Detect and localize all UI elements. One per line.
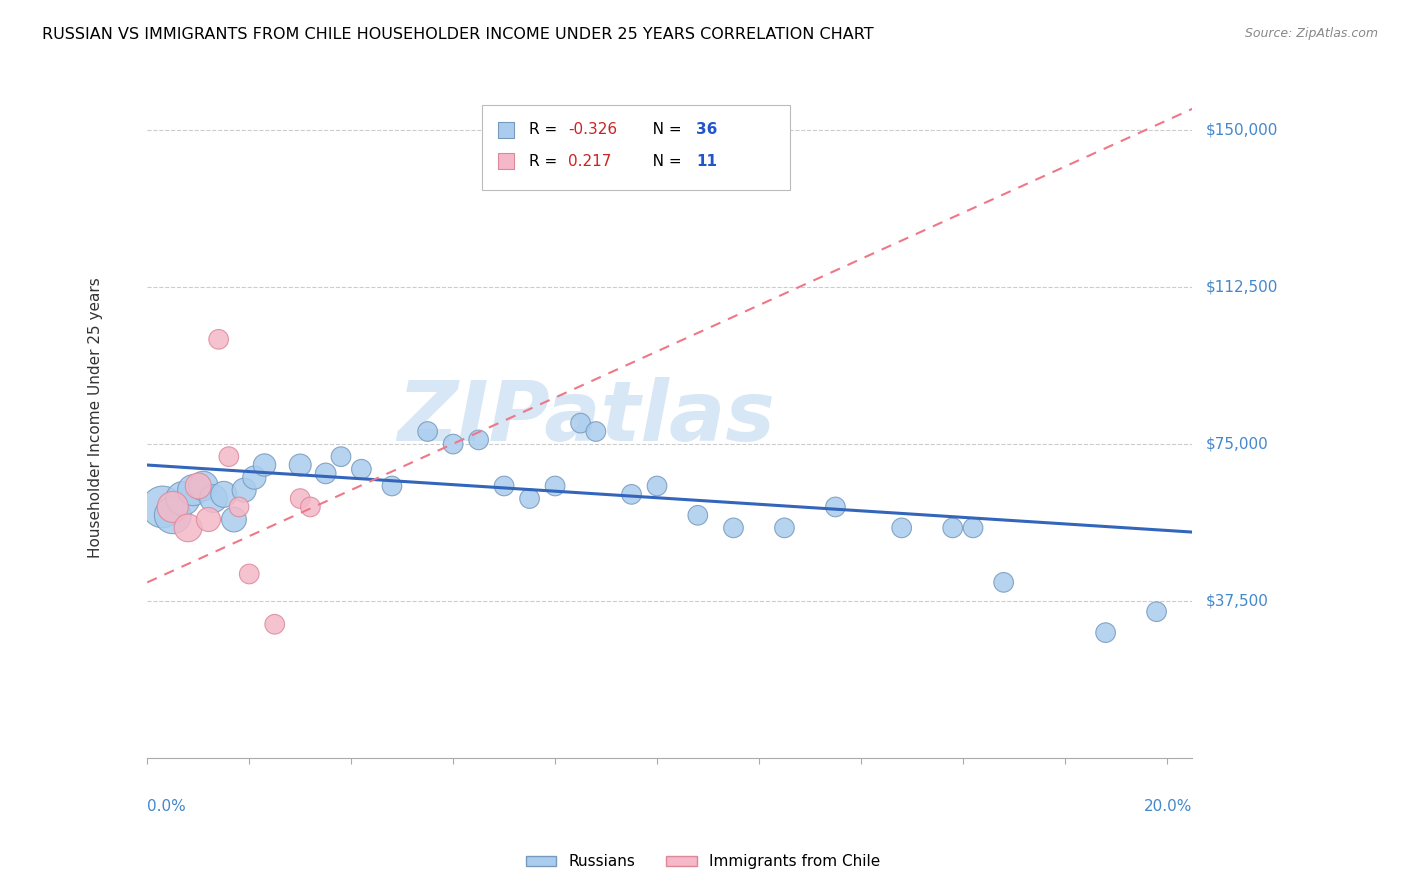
Point bbox=[544, 479, 567, 493]
Point bbox=[181, 483, 204, 498]
Point bbox=[519, 491, 541, 506]
Point bbox=[585, 425, 607, 439]
Text: N =: N = bbox=[638, 153, 688, 169]
Text: 11: 11 bbox=[696, 153, 717, 169]
Point bbox=[202, 491, 225, 506]
Point bbox=[441, 437, 464, 451]
Point bbox=[645, 479, 668, 493]
Point bbox=[1094, 625, 1116, 640]
FancyBboxPatch shape bbox=[482, 104, 790, 190]
Point bbox=[416, 425, 439, 439]
Text: 0.0%: 0.0% bbox=[148, 799, 186, 814]
Point bbox=[162, 508, 184, 523]
Text: RUSSIAN VS IMMIGRANTS FROM CHILE HOUSEHOLDER INCOME UNDER 25 YEARS CORRELATION C: RUSSIAN VS IMMIGRANTS FROM CHILE HOUSEHO… bbox=[42, 27, 873, 42]
Point bbox=[243, 470, 266, 484]
Point bbox=[962, 521, 984, 535]
Point bbox=[620, 487, 643, 501]
Point bbox=[172, 491, 194, 506]
Point bbox=[212, 487, 235, 501]
Text: N =: N = bbox=[638, 122, 688, 137]
Point bbox=[197, 512, 219, 526]
Point bbox=[494, 479, 516, 493]
Point bbox=[152, 500, 174, 514]
Point bbox=[238, 566, 260, 581]
Text: -0.326: -0.326 bbox=[568, 122, 617, 137]
Text: $37,500: $37,500 bbox=[1206, 594, 1270, 608]
Text: R =: R = bbox=[529, 122, 562, 137]
Text: $112,500: $112,500 bbox=[1206, 279, 1278, 294]
Point bbox=[381, 479, 404, 493]
Point bbox=[162, 500, 184, 514]
Point bbox=[569, 416, 592, 430]
Point bbox=[942, 521, 965, 535]
Text: 0.217: 0.217 bbox=[568, 153, 612, 169]
Point bbox=[177, 521, 200, 535]
Text: Householder Income Under 25 years: Householder Income Under 25 years bbox=[87, 277, 103, 558]
Text: ZIPatlas: ZIPatlas bbox=[398, 377, 775, 458]
Point bbox=[263, 617, 285, 632]
Text: R =: R = bbox=[529, 153, 567, 169]
Point bbox=[824, 500, 846, 514]
Point bbox=[187, 479, 209, 493]
Point bbox=[290, 491, 312, 506]
Point bbox=[890, 521, 912, 535]
Text: Source: ZipAtlas.com: Source: ZipAtlas.com bbox=[1244, 27, 1378, 40]
Point bbox=[993, 575, 1015, 590]
Point bbox=[467, 433, 489, 447]
Point bbox=[228, 500, 250, 514]
Point bbox=[330, 450, 353, 464]
Point bbox=[315, 467, 337, 481]
Text: 36: 36 bbox=[696, 122, 717, 137]
Point bbox=[299, 500, 322, 514]
Point bbox=[193, 479, 215, 493]
Point bbox=[686, 508, 709, 523]
Legend: Russians, Immigrants from Chile: Russians, Immigrants from Chile bbox=[520, 848, 886, 875]
Point bbox=[233, 483, 256, 498]
Point bbox=[218, 450, 240, 464]
Point bbox=[1146, 605, 1168, 619]
Point bbox=[222, 512, 245, 526]
Point bbox=[290, 458, 312, 472]
Text: 20.0%: 20.0% bbox=[1144, 799, 1192, 814]
Point bbox=[350, 462, 373, 476]
Text: $75,000: $75,000 bbox=[1206, 436, 1268, 451]
Point bbox=[723, 521, 745, 535]
Point bbox=[773, 521, 796, 535]
Text: $150,000: $150,000 bbox=[1206, 122, 1278, 137]
Point bbox=[208, 332, 231, 346]
Point bbox=[253, 458, 276, 472]
